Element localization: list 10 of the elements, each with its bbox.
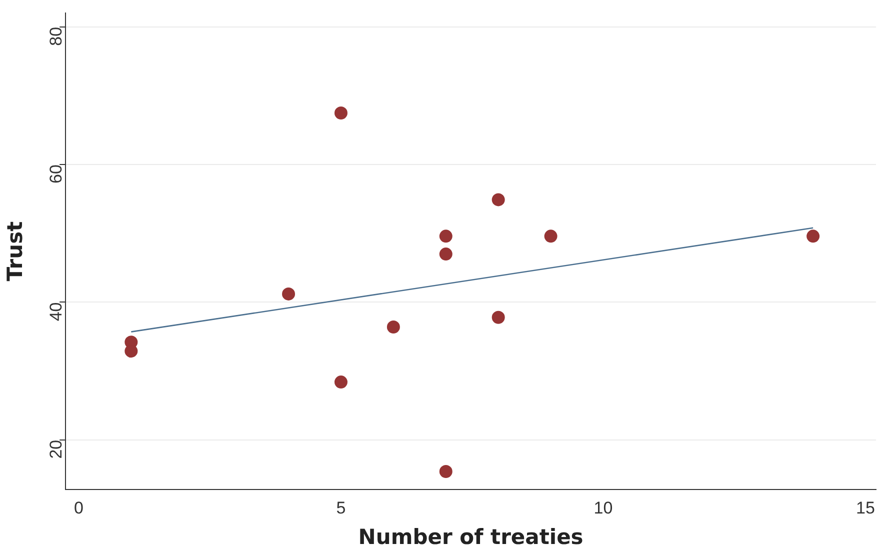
x-tick-label: 5 <box>336 498 346 518</box>
x-tick-label: 10 <box>594 498 613 518</box>
x-tick-label: 0 <box>74 498 84 518</box>
y-tick-label: 20 <box>46 440 66 459</box>
x-tick-label: 15 <box>856 498 875 518</box>
y-tick-label: 80 <box>46 26 66 46</box>
x-axis-title: Number of treaties <box>358 524 584 549</box>
y-tick-label: 40 <box>46 302 66 322</box>
y-axis-title: Trust <box>3 221 28 282</box>
y-tick-label: 60 <box>46 164 66 184</box>
